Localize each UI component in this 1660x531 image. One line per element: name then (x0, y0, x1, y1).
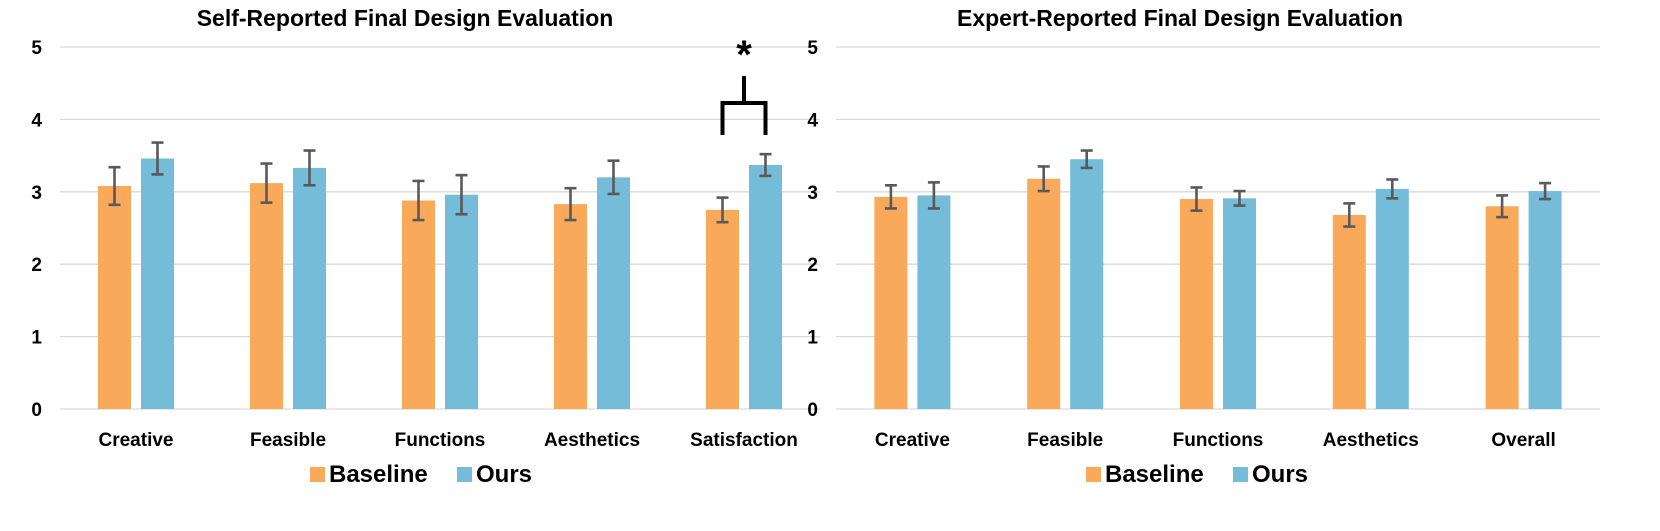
bar-baseline-overall (1485, 206, 1519, 409)
legend-swatch-baseline (310, 467, 325, 482)
bar-baseline-feasible (250, 183, 283, 409)
y-tick-label: 1 (31, 328, 42, 349)
bar-baseline-aesthetics (554, 204, 587, 409)
x-tick-label: Creative (99, 430, 174, 451)
chart-title: Expert-Reported Final Design Evaluation (957, 5, 1403, 31)
x-tick-label: Feasible (250, 430, 326, 451)
bar-ours-creative (141, 158, 174, 409)
x-tick-label: Functions (1173, 430, 1264, 451)
bar-ours-aesthetics (597, 177, 630, 409)
y-tick-label: 5 (807, 38, 818, 59)
x-tick-label: Aesthetics (1323, 430, 1419, 451)
bar-ours-feasible (293, 167, 326, 409)
y-tick-label: 4 (807, 110, 818, 131)
chart-1: Self-Reported Final Design Evaluation 0 1 2… (31, 5, 820, 488)
significance-asterisk: * (736, 33, 752, 77)
legend-swatch-ours (1233, 467, 1248, 482)
x-tick-label: Creative (875, 430, 950, 451)
bar-ours-creative (917, 195, 951, 409)
bar-baseline-creative (98, 186, 131, 409)
bar-baseline-functions (402, 200, 435, 409)
y-tick-label: 2 (807, 255, 818, 276)
significance-bracket (720, 76, 768, 135)
x-tick-label: Functions (395, 430, 486, 451)
bar-ours-functions (1223, 198, 1256, 409)
bar-ours-aesthetics (1375, 188, 1409, 409)
y-tick-label: 5 (31, 38, 42, 59)
y-tick-label: 1 (807, 328, 818, 349)
bar-baseline-functions (1180, 199, 1213, 409)
legend-swatch-baseline (1086, 467, 1101, 482)
y-tick-label: 0 (807, 400, 818, 421)
x-tick-label: Aesthetics (544, 430, 640, 451)
legend: Baseline Ours (1086, 461, 1308, 488)
x-tick-label: Satisfaction (690, 430, 798, 451)
legend-label: Ours (1252, 461, 1308, 488)
y-tick-label: 0 (31, 400, 42, 421)
x-tick-label: Overall (1491, 430, 1555, 451)
legend-label: Ours (476, 461, 532, 488)
chart-title: Self-Reported Final Design Evaluation (197, 5, 614, 31)
x-tick-label: Feasible (1027, 430, 1103, 451)
bar-ours-functions (445, 194, 478, 409)
legend-label: Baseline (329, 461, 428, 488)
y-tick-label: 3 (31, 183, 42, 204)
y-tick-label: 3 (807, 183, 818, 204)
bar-baseline-creative (874, 196, 908, 409)
bar-ours-feasible (1070, 159, 1104, 409)
bar-baseline-aesthetics (1332, 214, 1366, 409)
y-tick-label: 2 (31, 255, 42, 276)
chart-2: Expert-Reported Final Design Evaluation 0… (807, 5, 1600, 488)
bar-baseline-feasible (1027, 178, 1061, 409)
legend: Baseline Ours (310, 461, 532, 488)
legend-swatch-ours (457, 467, 472, 482)
bar-ours-overall (1528, 191, 1562, 409)
y-tick-label: 4 (31, 110, 42, 131)
bar-baseline-satisfaction (706, 209, 739, 409)
bar-ours-satisfaction (749, 165, 782, 409)
legend-label: Baseline (1105, 461, 1204, 488)
